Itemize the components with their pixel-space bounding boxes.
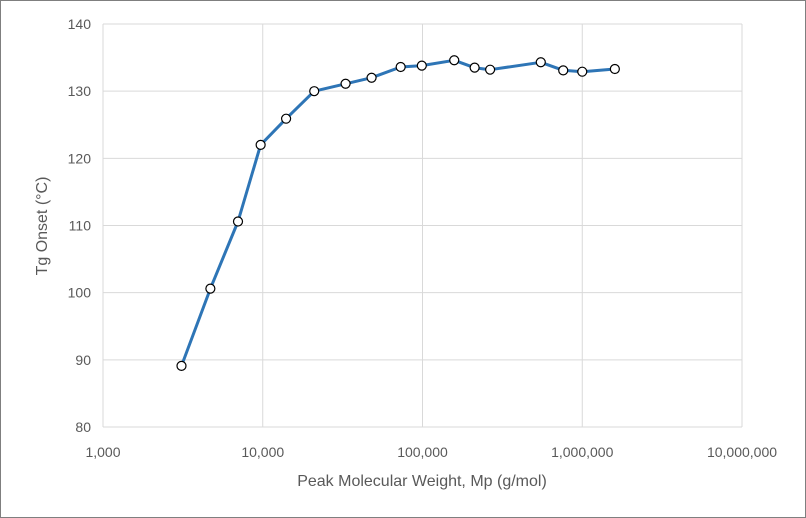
series-group <box>176 55 620 371</box>
x-tick-label: 100,000 <box>397 444 448 460</box>
data-point <box>280 113 292 124</box>
x-tick-label: 10,000 <box>241 444 284 460</box>
tick-labels: 80 90 100 110 120 130 140 1,000 10,000 100,000 1,0… <box>68 16 778 460</box>
data-point <box>309 86 320 97</box>
data-point <box>609 63 620 75</box>
data-point <box>232 216 244 227</box>
gridlines <box>102 23 743 428</box>
data-point <box>340 78 351 89</box>
data-point <box>366 72 377 83</box>
y-axis-title: Tg Onset (°C) <box>34 177 51 276</box>
y-tick-label: 130 <box>68 83 92 99</box>
x-axis-title: Peak Molecular Weight, Mp (g/mol) <box>297 473 547 490</box>
x-tick-label: 1,000,000 <box>551 444 613 460</box>
data-point <box>176 360 187 371</box>
data-point <box>416 60 427 71</box>
data-point <box>449 55 460 66</box>
data-point <box>577 66 588 77</box>
data-point <box>485 64 496 75</box>
y-tick-label: 90 <box>75 352 91 368</box>
x-tick-label: 1,000 <box>85 444 120 460</box>
y-tick-label: 100 <box>68 285 92 301</box>
x-tick-label: 10,000,000 <box>707 444 777 460</box>
y-tick-label: 80 <box>75 419 91 435</box>
series-line <box>180 58 616 367</box>
data-point <box>255 139 266 150</box>
data-point <box>535 57 546 68</box>
data-point <box>558 65 569 76</box>
data-point <box>395 61 406 73</box>
y-tick-label: 120 <box>68 150 92 166</box>
data-point <box>205 283 216 294</box>
y-tick-label: 110 <box>69 218 92 234</box>
data-point <box>469 62 480 73</box>
y-tick-label: 140 <box>68 16 92 32</box>
